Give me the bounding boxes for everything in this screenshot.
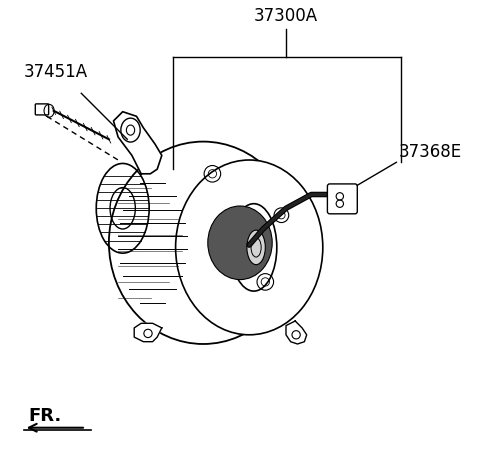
Text: FR.: FR.	[28, 407, 61, 425]
Polygon shape	[286, 321, 307, 344]
Ellipse shape	[121, 119, 140, 143]
Text: 37451A: 37451A	[24, 62, 88, 80]
Polygon shape	[134, 324, 162, 342]
Ellipse shape	[231, 204, 277, 291]
FancyBboxPatch shape	[327, 185, 357, 214]
Ellipse shape	[109, 142, 298, 344]
Ellipse shape	[247, 230, 265, 265]
Polygon shape	[113, 112, 162, 174]
Ellipse shape	[208, 207, 272, 280]
Text: 37300A: 37300A	[254, 7, 318, 25]
Ellipse shape	[176, 161, 323, 335]
FancyBboxPatch shape	[36, 105, 48, 116]
Text: 37368E: 37368E	[399, 142, 462, 161]
